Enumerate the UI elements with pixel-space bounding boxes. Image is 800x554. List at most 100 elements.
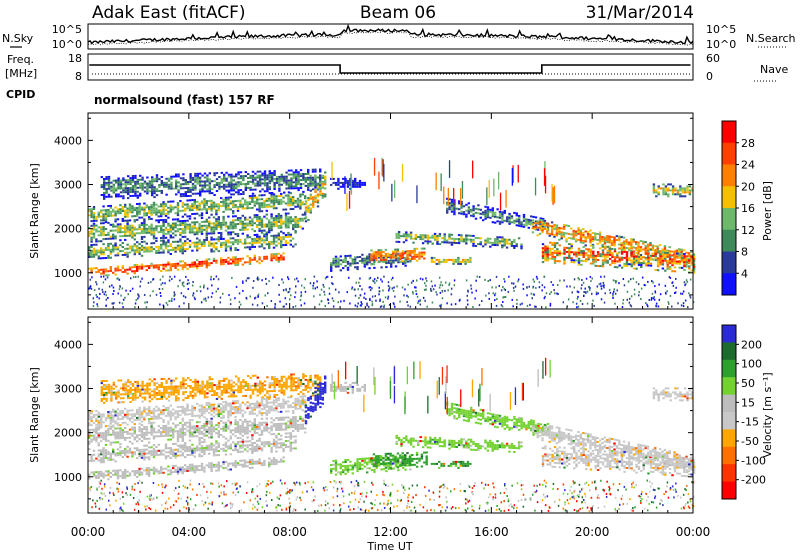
echo-cell xyxy=(251,196,254,199)
noise-cell xyxy=(466,299,469,302)
echo-cell xyxy=(467,210,470,213)
echo-cell xyxy=(167,455,170,458)
echo-cell xyxy=(119,454,122,457)
echo-cell xyxy=(215,190,219,192)
echo-cell xyxy=(553,242,557,245)
echo-cell xyxy=(582,232,585,234)
echo-cell xyxy=(121,456,124,458)
echo-cell xyxy=(664,193,668,196)
echo-cell xyxy=(613,266,617,269)
noise-cell xyxy=(152,290,154,293)
noise-cell xyxy=(598,283,601,286)
echo-cell xyxy=(498,214,502,217)
echo-cell xyxy=(608,245,611,248)
echo-cell xyxy=(160,191,163,194)
echo-cell xyxy=(280,198,283,201)
noise-cell xyxy=(647,280,649,283)
echo-cell xyxy=(191,465,194,468)
echo-cell xyxy=(339,269,342,272)
echo-cell xyxy=(275,201,278,204)
echo-cell xyxy=(256,216,259,219)
noise-cell xyxy=(131,287,134,290)
echo-cell xyxy=(446,211,449,214)
echo-cell xyxy=(661,250,664,253)
echo-cell xyxy=(366,261,369,264)
noise-cell xyxy=(579,300,582,302)
echo-cell xyxy=(465,242,468,245)
echo-cell xyxy=(145,229,148,232)
streak-cell xyxy=(472,160,474,179)
echo-cell xyxy=(191,469,194,472)
echo-cell xyxy=(263,229,266,232)
echo-cell xyxy=(656,263,660,266)
noise-cell xyxy=(441,284,444,287)
echo-cell xyxy=(223,173,226,176)
echo-cell xyxy=(131,228,134,231)
echo-cell xyxy=(174,456,177,459)
echo-cell xyxy=(644,264,648,267)
echo-cell xyxy=(237,181,240,184)
noise-cell xyxy=(573,278,576,281)
echo-cell xyxy=(503,219,506,222)
echo-cell xyxy=(167,469,170,472)
echo-cell xyxy=(208,464,211,467)
echo-cell xyxy=(152,211,156,214)
echo-cell xyxy=(136,209,139,211)
echo-cell xyxy=(375,251,378,254)
echo-cell xyxy=(324,181,327,184)
echo-cell xyxy=(634,249,638,251)
echo-cell xyxy=(220,244,223,246)
echo-cell xyxy=(109,454,112,457)
echo-cell xyxy=(121,227,124,230)
echo-cell xyxy=(167,216,170,219)
echo-cell xyxy=(184,227,187,230)
echo-cell xyxy=(114,235,117,238)
echo-cell xyxy=(220,238,223,240)
echo-cell xyxy=(285,177,288,180)
echo-cell xyxy=(282,222,285,225)
echo-cell xyxy=(396,250,400,253)
noise-cell xyxy=(179,279,181,282)
echo-cell xyxy=(200,202,204,205)
echo-cell xyxy=(124,232,127,235)
echo-cell xyxy=(229,262,232,265)
noise-cell xyxy=(672,284,675,287)
echo-cell xyxy=(191,184,195,187)
echo-cell xyxy=(167,222,170,225)
echo-cell xyxy=(285,175,288,178)
echo-cell xyxy=(224,221,228,224)
echo-cell xyxy=(160,231,163,234)
noise-cell xyxy=(396,285,398,288)
noise-cell xyxy=(203,286,205,289)
echo-cell xyxy=(220,221,223,224)
echo-cell xyxy=(172,187,175,190)
echo-cell xyxy=(356,183,359,186)
echo-cell xyxy=(572,237,575,240)
echo-cell xyxy=(199,190,202,193)
echo-cell xyxy=(116,265,120,268)
echo-cell xyxy=(105,191,108,194)
echo-cell xyxy=(272,234,276,237)
echo-cell xyxy=(275,195,278,198)
noise-cell xyxy=(495,275,498,278)
echo-cell xyxy=(314,174,317,177)
echo-cell xyxy=(546,259,549,262)
echo-cell xyxy=(253,202,256,205)
echo-cell xyxy=(560,233,563,236)
echo-cell xyxy=(176,240,180,243)
echo-cell xyxy=(220,242,223,244)
echo-cell xyxy=(342,183,345,186)
echo-cell xyxy=(268,463,271,466)
echo-cell xyxy=(97,240,100,243)
noise-cell xyxy=(577,295,579,298)
echo-cell xyxy=(389,254,392,257)
echo-cell xyxy=(630,244,633,246)
echo-cell xyxy=(179,187,183,190)
colorbar-swatch xyxy=(722,164,736,187)
echo-cell xyxy=(268,197,271,200)
echo-cell xyxy=(272,242,276,245)
echo-cell xyxy=(230,179,233,182)
echo-cell xyxy=(688,191,692,194)
echo-cell xyxy=(232,237,235,240)
echo-cell xyxy=(203,202,206,205)
